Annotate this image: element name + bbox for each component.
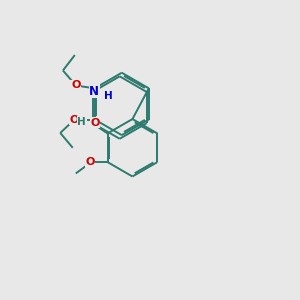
- Text: O: O: [85, 157, 94, 167]
- Text: H: H: [104, 91, 112, 100]
- Text: H: H: [77, 116, 86, 127]
- Text: O: O: [90, 118, 100, 128]
- Text: O: O: [69, 115, 79, 124]
- Text: N: N: [89, 85, 99, 98]
- Text: O: O: [71, 80, 80, 90]
